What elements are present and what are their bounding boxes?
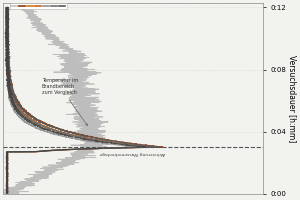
Legend: , , , , , , : , , , , , ,	[10, 3, 67, 9]
Text: Temperatur im
Brandbereich
zum Vergleich: Temperatur im Brandbereich zum Vergleich	[42, 78, 87, 126]
Text: Aktivierung Wassernebenlage: Aktivierung Wassernebenlage	[100, 151, 165, 155]
Y-axis label: Versuchsdauer [h:mm]: Versuchsdauer [h:mm]	[288, 55, 297, 142]
